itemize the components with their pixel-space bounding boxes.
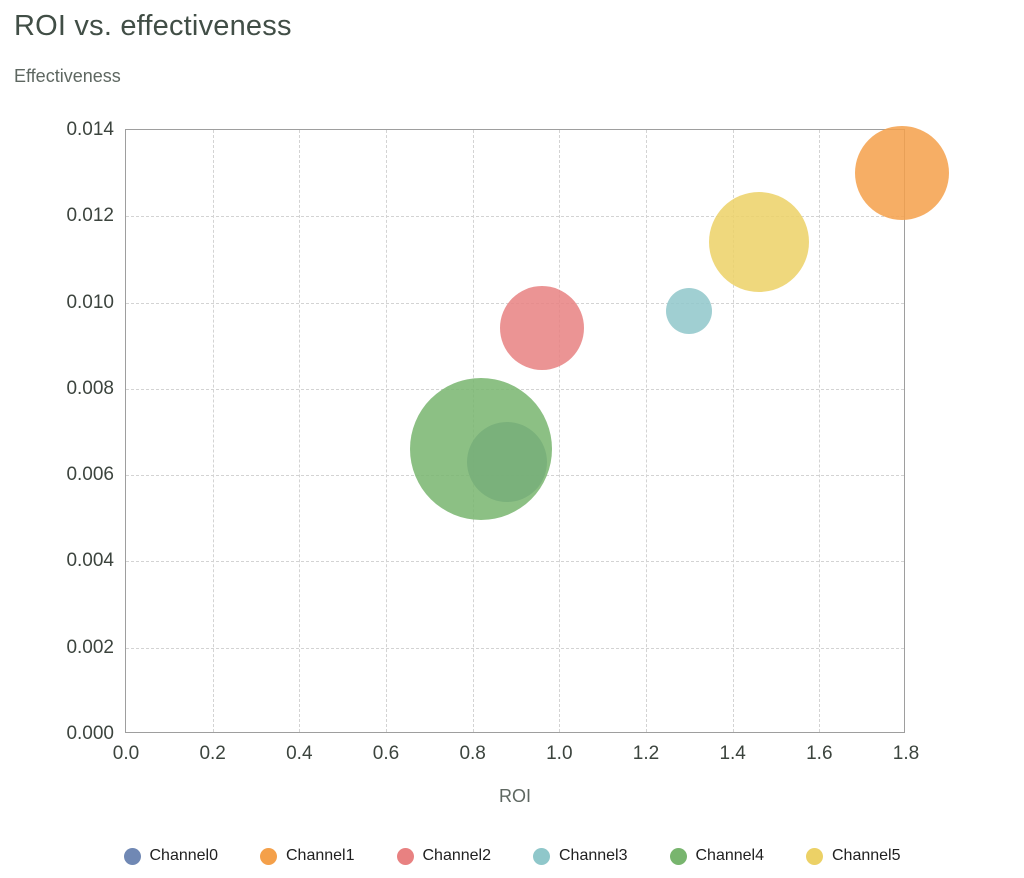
legend-dot-channel1	[260, 847, 277, 865]
bubble-channel4[interactable]	[410, 378, 553, 521]
gridline-horizontal	[126, 561, 904, 563]
legend-dot-channel4	[669, 847, 687, 865]
x-tick-label: 1.2	[632, 743, 660, 764]
y-tick-label: 0.012	[66, 205, 114, 227]
x-tick-label: 0.8	[459, 743, 486, 764]
legend-label: Channel4	[695, 847, 765, 864]
bubble-channel1[interactable]	[854, 126, 949, 221]
y-tick-label: 0.006	[66, 464, 114, 486]
legend-label: Channel1	[286, 847, 355, 864]
gridline-vertical	[212, 130, 214, 732]
x-tick-label: 0.0	[112, 743, 140, 764]
y-tick-label: 0.010	[66, 291, 114, 313]
legend-dot-channel0	[123, 847, 141, 865]
bubble-layer	[126, 126, 949, 732]
legend-item-channel3: Channel3	[533, 847, 628, 865]
legend-item-channel0: Channel0	[123, 847, 219, 865]
tick-layer: 0.0 0.2 0.4 0.6 0.8 1.0 1.2 1.4 1.6 1.8 0.000 0.002…	[66, 119, 919, 764]
y-tick-label: 0.008	[66, 377, 114, 399]
legend-dot-channel3	[533, 847, 550, 865]
bubble-channel2[interactable]	[500, 286, 584, 371]
gridline-vertical	[299, 130, 301, 732]
gridline-vertical	[386, 130, 387, 732]
gridline-horizontal	[126, 647, 904, 649]
legend: Channel0 Channel1 Channel2 Channel3 Channel4…	[0, 847, 1024, 865]
legend-label: Channel5	[832, 847, 901, 864]
x-tick-label: 1.6	[806, 743, 833, 764]
y-tick-label: 0.000	[66, 723, 114, 744]
gridline-horizontal	[126, 216, 904, 218]
gridline-vertical	[559, 130, 561, 732]
legend-item-channel2: Channel2	[396, 847, 492, 865]
legend-label: Channel0	[149, 847, 219, 864]
x-tick-label: 0.4	[286, 743, 313, 764]
bubble-channel5[interactable]	[708, 192, 809, 293]
y-tick-label: 0.002	[66, 636, 114, 658]
x-tick-label: 0.6	[372, 743, 400, 764]
legend-item-channel4: Channel4	[669, 847, 765, 865]
y-tick-label: 0.004	[66, 550, 114, 572]
gridline-vertical	[646, 130, 647, 732]
gridline-vertical	[732, 130, 734, 732]
bubble-channel3[interactable]	[666, 288, 713, 335]
legend-dot-channel2	[396, 847, 414, 865]
x-tick-label: 0.2	[199, 743, 226, 764]
chart-title: ROI vs. effectiveness	[14, 10, 292, 42]
legend-item-channel1: Channel1	[260, 847, 355, 865]
x-tick-label: 1.0	[546, 743, 573, 764]
x-tick-label: 1.4	[719, 743, 746, 764]
gridline-vertical	[819, 130, 821, 732]
y-axis-title: Effectiveness	[14, 66, 121, 86]
legend-label: Channel2	[422, 847, 492, 864]
x-tick-label: 1.8	[892, 743, 920, 764]
x-axis-title: ROI	[498, 786, 531, 806]
plot-area: 0.0 0.2 0.4 0.6 0.8 1.0 1.2 1.4 1.6 1.8 0.000 0.002…	[66, 119, 949, 764]
legend-label: Channel3	[559, 847, 628, 864]
legend-item-channel5: Channel5	[806, 847, 901, 865]
legend-dot-channel5	[806, 847, 823, 865]
y-tick-label: 0.014	[66, 119, 114, 140]
